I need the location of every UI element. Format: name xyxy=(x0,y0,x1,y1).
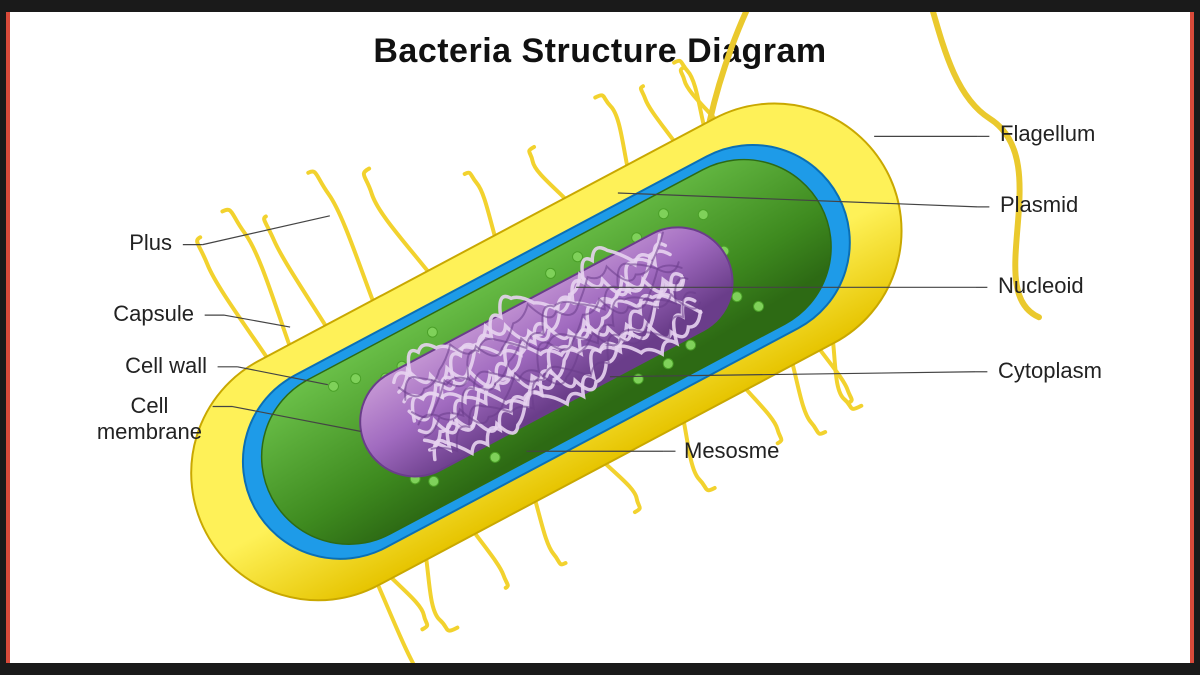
leader-line xyxy=(610,372,976,377)
ribosome xyxy=(697,208,710,221)
pilus xyxy=(639,86,673,144)
cell-wall-shape xyxy=(209,111,884,593)
diagram-svg xyxy=(10,12,1190,663)
ribosome xyxy=(364,407,377,420)
diagram-stage: Plus Capsule Cell wall Cellmembrane Flagellu… xyxy=(10,12,1190,663)
pilus xyxy=(360,167,428,278)
bacteria-cell xyxy=(76,12,1113,663)
nucleoid-strand xyxy=(420,290,709,472)
ribosome xyxy=(671,254,684,267)
diagram-frame: Bacteria Structure Diagram PlusCapsuleCe… xyxy=(6,12,1194,663)
pilus xyxy=(606,459,642,514)
pilus xyxy=(592,93,639,165)
pilus xyxy=(783,365,828,436)
ribosomes xyxy=(326,185,770,516)
ribosome xyxy=(659,228,672,241)
ribosome xyxy=(730,290,743,303)
pilus xyxy=(392,573,430,631)
label-cytoplasm: Cytoplasm xyxy=(998,358,1102,384)
ribosome xyxy=(427,475,440,488)
ribosome xyxy=(661,357,674,370)
pilus xyxy=(194,236,266,361)
nucleoid-strand-dark xyxy=(423,290,708,461)
label-plasmid: Plasmid xyxy=(1000,192,1078,218)
pilus xyxy=(373,585,433,663)
pilus xyxy=(463,171,503,236)
ribosome xyxy=(389,421,402,434)
ribosome xyxy=(752,300,765,313)
label-flagellum: Flagellum xyxy=(1000,121,1095,147)
ribosome xyxy=(327,380,340,393)
nucleoid-strand-dark xyxy=(405,256,690,427)
nucleoid-strand xyxy=(413,276,702,458)
pilus xyxy=(746,385,783,444)
leader-lines xyxy=(183,136,990,451)
label-cell-wall: Cell wall xyxy=(125,353,207,379)
leader-line xyxy=(203,216,330,245)
pilus xyxy=(527,502,567,567)
ribosome xyxy=(630,231,643,244)
pilus xyxy=(820,348,853,403)
ribosome xyxy=(488,451,501,464)
ribosome xyxy=(544,267,557,280)
pilus xyxy=(411,560,461,634)
ribosome xyxy=(408,472,421,485)
ribosome xyxy=(657,207,670,220)
ribosome xyxy=(706,311,719,324)
leader-line xyxy=(232,407,360,432)
nucleoid-strand-dark xyxy=(410,266,695,437)
label-text: Cell xyxy=(130,393,168,418)
ribosome xyxy=(571,250,584,263)
ribosome xyxy=(395,360,408,373)
nucleoid-strand-dark xyxy=(397,241,682,412)
pilus xyxy=(526,146,564,204)
pili-group xyxy=(184,12,890,663)
nucleoid-strand xyxy=(390,233,678,412)
pilus xyxy=(671,59,713,125)
nucleoid-strand xyxy=(410,271,699,452)
leader-line xyxy=(237,367,327,385)
nucleoid-strand xyxy=(383,218,671,398)
ribosome xyxy=(379,371,392,384)
label-mesosme: Mesosme xyxy=(684,438,779,464)
label-text: membrane xyxy=(97,419,202,444)
pilus xyxy=(818,343,865,411)
cytoplasm-shape xyxy=(231,129,862,575)
ribosome xyxy=(393,388,406,401)
label-capsule: Capsule xyxy=(113,301,194,327)
nucleoid-strand xyxy=(424,296,710,472)
nucleoid-strand-dark xyxy=(392,232,677,403)
pilus xyxy=(475,531,509,589)
leader-line xyxy=(225,315,291,327)
nucleoid-strand xyxy=(400,251,687,429)
label-cell-membrane: Cellmembrane xyxy=(97,393,202,445)
pilus xyxy=(219,207,301,345)
pilus xyxy=(678,66,714,123)
ribosome xyxy=(349,372,362,385)
nucleoid-strand xyxy=(403,257,692,438)
ribosome xyxy=(717,244,730,257)
nucleoid-strand-dark xyxy=(419,281,704,452)
ribosome xyxy=(713,272,726,285)
ribosome xyxy=(632,372,645,385)
label-plus: Plus xyxy=(129,230,172,256)
label-nucleoid: Nucleoid xyxy=(998,273,1084,299)
pilus xyxy=(306,169,383,301)
leader-line xyxy=(618,193,978,207)
pilus xyxy=(262,216,325,328)
ribosome xyxy=(706,266,719,279)
capsule-shape xyxy=(146,59,946,645)
ribosome xyxy=(684,338,697,351)
nucleoid-strand xyxy=(394,240,679,414)
ribosome xyxy=(426,325,439,338)
